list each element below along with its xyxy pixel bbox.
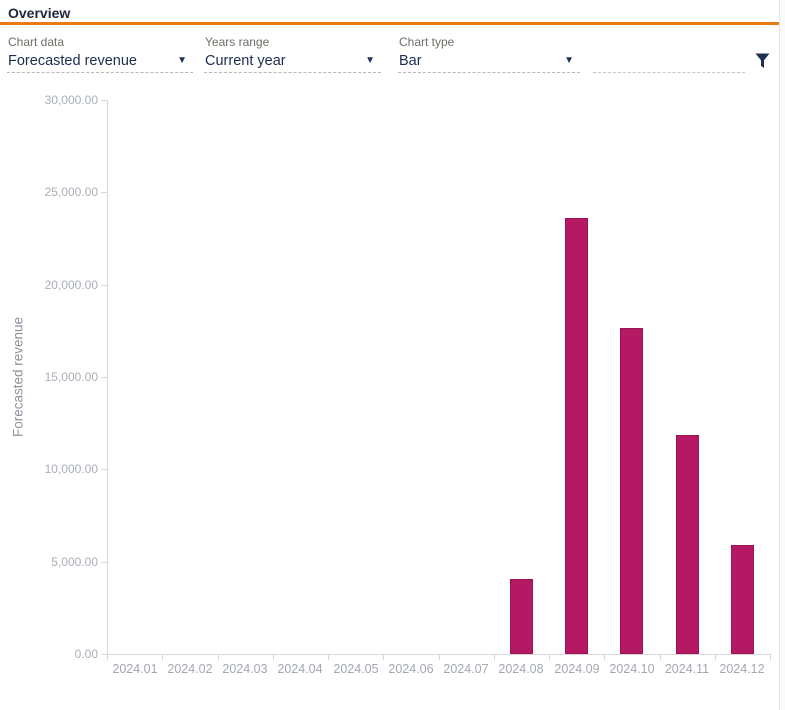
years-range-field: Years range Current year ▼ <box>204 33 381 73</box>
chevron-down-icon: ▼ <box>564 55 574 66</box>
page-title: Overview <box>8 5 71 21</box>
chart-data-dropdown[interactable]: Forecasted revenue ▼ <box>7 52 193 73</box>
y-axis-tick-label: 30,000.00 <box>44 93 98 107</box>
widget-header: Overview <box>0 0 779 25</box>
chevron-down-icon: ▼ <box>177 55 187 66</box>
x-axis-tick-label: 2024.05 <box>333 662 379 676</box>
bar-2024.10[interactable] <box>620 328 643 654</box>
x-tick <box>218 655 219 660</box>
x-axis-tick-label: 2024.01 <box>112 662 158 676</box>
x-axis-tick-label: 2024.07 <box>443 662 489 676</box>
x-axis-tick-label: 2024.11 <box>664 662 710 676</box>
x-axis-line <box>107 654 771 655</box>
funnel-icon <box>755 53 769 68</box>
chart-data-label: Chart data <box>8 35 65 49</box>
x-tick <box>383 655 384 660</box>
y-axis-tick-label: 15,000.00 <box>44 370 98 384</box>
x-tick <box>715 655 716 660</box>
years-range-label: Years range <box>205 35 270 49</box>
bar-2024.11[interactable] <box>676 435 699 654</box>
years-range-selected-value: Current year <box>205 53 286 69</box>
chart-type-dropdown[interactable]: Bar ▼ <box>398 52 580 73</box>
chart-data-field: Chart data Forecasted revenue ▼ <box>7 33 193 73</box>
chart-type-field: Chart type Bar ▼ <box>398 33 580 73</box>
y-axis-line <box>107 100 108 655</box>
x-axis-tick-label: 2024.08 <box>498 662 544 676</box>
x-axis-tick-label: 2024.12 <box>719 662 765 676</box>
y-axis-tick-label: 0.00 <box>74 647 98 661</box>
y-tick <box>101 377 107 378</box>
y-tick <box>101 562 107 563</box>
x-tick <box>494 655 495 660</box>
y-tick <box>101 192 107 193</box>
x-tick <box>439 655 440 660</box>
years-range-dropdown[interactable]: Current year ▼ <box>204 52 381 73</box>
y-axis-tick-label: 5,000.00 <box>51 555 98 569</box>
y-tick <box>101 469 107 470</box>
chart-type-label: Chart type <box>399 35 455 49</box>
y-tick <box>101 654 107 655</box>
x-axis-tick-label: 2024.09 <box>554 662 600 676</box>
x-tick <box>549 655 550 660</box>
chart-controls: Chart data Forecasted revenue ▼ Years ra… <box>0 33 779 78</box>
scroll-gutter <box>779 0 785 710</box>
filter-icon[interactable] <box>751 50 773 72</box>
x-tick <box>273 655 274 660</box>
x-axis-tick-label: 2024.06 <box>388 662 434 676</box>
x-tick <box>328 655 329 660</box>
x-tick <box>107 655 108 660</box>
y-axis-tick-label: 25,000.00 <box>44 185 98 199</box>
chevron-down-icon: ▼ <box>365 55 375 66</box>
x-axis-tick-label: 2024.02 <box>167 662 213 676</box>
bar-2024.09[interactable] <box>565 218 588 654</box>
chart-data-selected-value: Forecasted revenue <box>8 53 137 69</box>
x-axis-tick-label: 2024.10 <box>609 662 655 676</box>
x-tick <box>162 655 163 660</box>
x-axis-tick-label: 2024.04 <box>277 662 323 676</box>
filter-input[interactable] <box>593 52 745 73</box>
x-tick <box>604 655 605 660</box>
y-tick <box>101 285 107 286</box>
y-axis-tick-label: 20,000.00 <box>44 278 98 292</box>
filter-field <box>593 33 745 73</box>
x-tick <box>770 655 771 660</box>
y-axis-tick-label: 10,000.00 <box>44 462 98 476</box>
y-tick <box>101 100 107 101</box>
chart-type-selected-value: Bar <box>399 53 422 69</box>
bar-2024.12[interactable] <box>731 545 754 654</box>
bar-2024.08[interactable] <box>510 579 533 654</box>
x-axis-tick-label: 2024.03 <box>222 662 268 676</box>
x-tick <box>660 655 661 660</box>
